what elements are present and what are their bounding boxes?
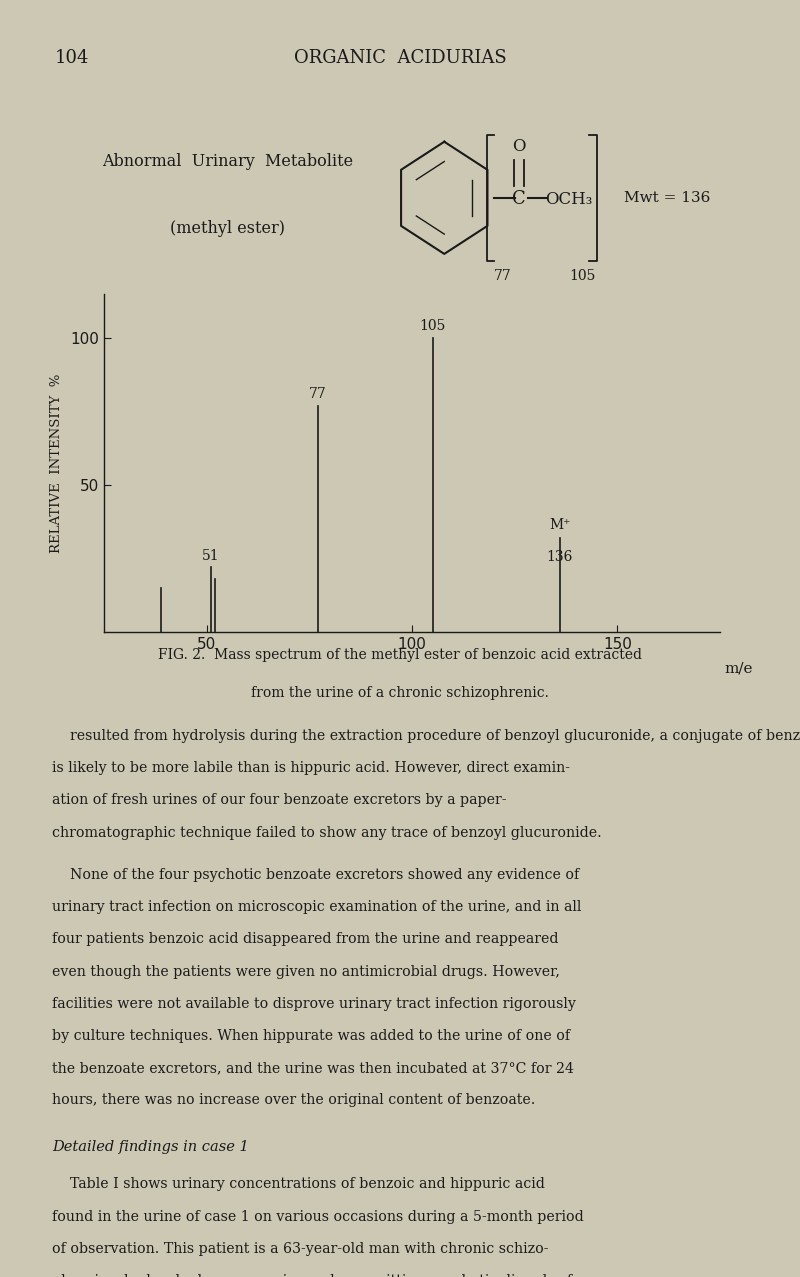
Y-axis label: RELATIVE  INTENSITY  %: RELATIVE INTENSITY % — [50, 373, 63, 553]
Text: 77: 77 — [494, 268, 512, 282]
Text: 105: 105 — [569, 268, 595, 282]
Text: the benzoate excretors, and the urine was then incubated at 37°C for 24: the benzoate excretors, and the urine wa… — [52, 1061, 574, 1075]
Text: Detailed findings in case 1: Detailed findings in case 1 — [52, 1139, 249, 1153]
Text: m/e: m/e — [724, 661, 753, 676]
Text: by culture techniques. When hippurate was added to the urine of one of: by culture techniques. When hippurate wa… — [52, 1029, 570, 1043]
Text: (methyl ester): (methyl ester) — [170, 220, 286, 236]
Text: phrenia who has had a progressive and unremitting psychotic disorder for: phrenia who has had a progressive and un… — [52, 1274, 587, 1277]
Text: O: O — [512, 138, 526, 156]
Text: FIG. 2.  Mass spectrum of the methyl ester of benzoic acid extracted: FIG. 2. Mass spectrum of the methyl este… — [158, 649, 642, 661]
Text: ation of fresh urines of our four benzoate excretors by a paper-: ation of fresh urines of our four benzoa… — [52, 793, 506, 807]
Text: None of the four psychotic benzoate excretors showed any evidence of: None of the four psychotic benzoate excr… — [52, 868, 579, 882]
Text: even though the patients were given no antimicrobial drugs. However,: even though the patients were given no a… — [52, 964, 560, 978]
Text: Mwt = 136: Mwt = 136 — [624, 190, 710, 204]
Text: of observation. This patient is a 63-year-old man with chronic schizo-: of observation. This patient is a 63-yea… — [52, 1241, 549, 1255]
Text: 104: 104 — [54, 50, 89, 68]
Text: four patients benzoic acid disappeared from the urine and reappeared: four patients benzoic acid disappeared f… — [52, 932, 558, 946]
Text: hours, there was no increase over the original content of benzoate.: hours, there was no increase over the or… — [52, 1093, 535, 1107]
Text: ORGANIC  ACIDURIAS: ORGANIC ACIDURIAS — [294, 50, 506, 68]
Text: 105: 105 — [419, 319, 446, 333]
Text: chromatographic technique failed to show any trace of benzoyl glucuronide.: chromatographic technique failed to show… — [52, 826, 602, 840]
Text: 77: 77 — [309, 387, 326, 401]
Text: 136: 136 — [546, 550, 573, 564]
Text: facilities were not available to disprove urinary tract infection rigorously: facilities were not available to disprov… — [52, 997, 576, 1011]
Text: found in the urine of case 1 on various occasions during a 5-month period: found in the urine of case 1 on various … — [52, 1209, 584, 1223]
Text: 51: 51 — [202, 549, 219, 563]
Text: M⁺: M⁺ — [549, 518, 570, 533]
Text: resulted from hydrolysis during the extraction procedure of benzoyl glucuronide,: resulted from hydrolysis during the extr… — [52, 729, 800, 743]
Text: Table I shows urinary concentrations of benzoic and hippuric acid: Table I shows urinary concentrations of … — [52, 1177, 545, 1191]
Text: from the urine of a chronic schizophrenic.: from the urine of a chronic schizophreni… — [251, 686, 549, 700]
Text: C: C — [512, 190, 526, 208]
Text: is likely to be more labile than is hippuric acid. However, direct examin-: is likely to be more labile than is hipp… — [52, 761, 570, 775]
Text: OCH₃: OCH₃ — [546, 192, 593, 208]
Text: urinary tract infection on microscopic examination of the urine, and in all: urinary tract infection on microscopic e… — [52, 900, 582, 914]
Text: Abnormal  Urinary  Metabolite: Abnormal Urinary Metabolite — [102, 153, 354, 170]
